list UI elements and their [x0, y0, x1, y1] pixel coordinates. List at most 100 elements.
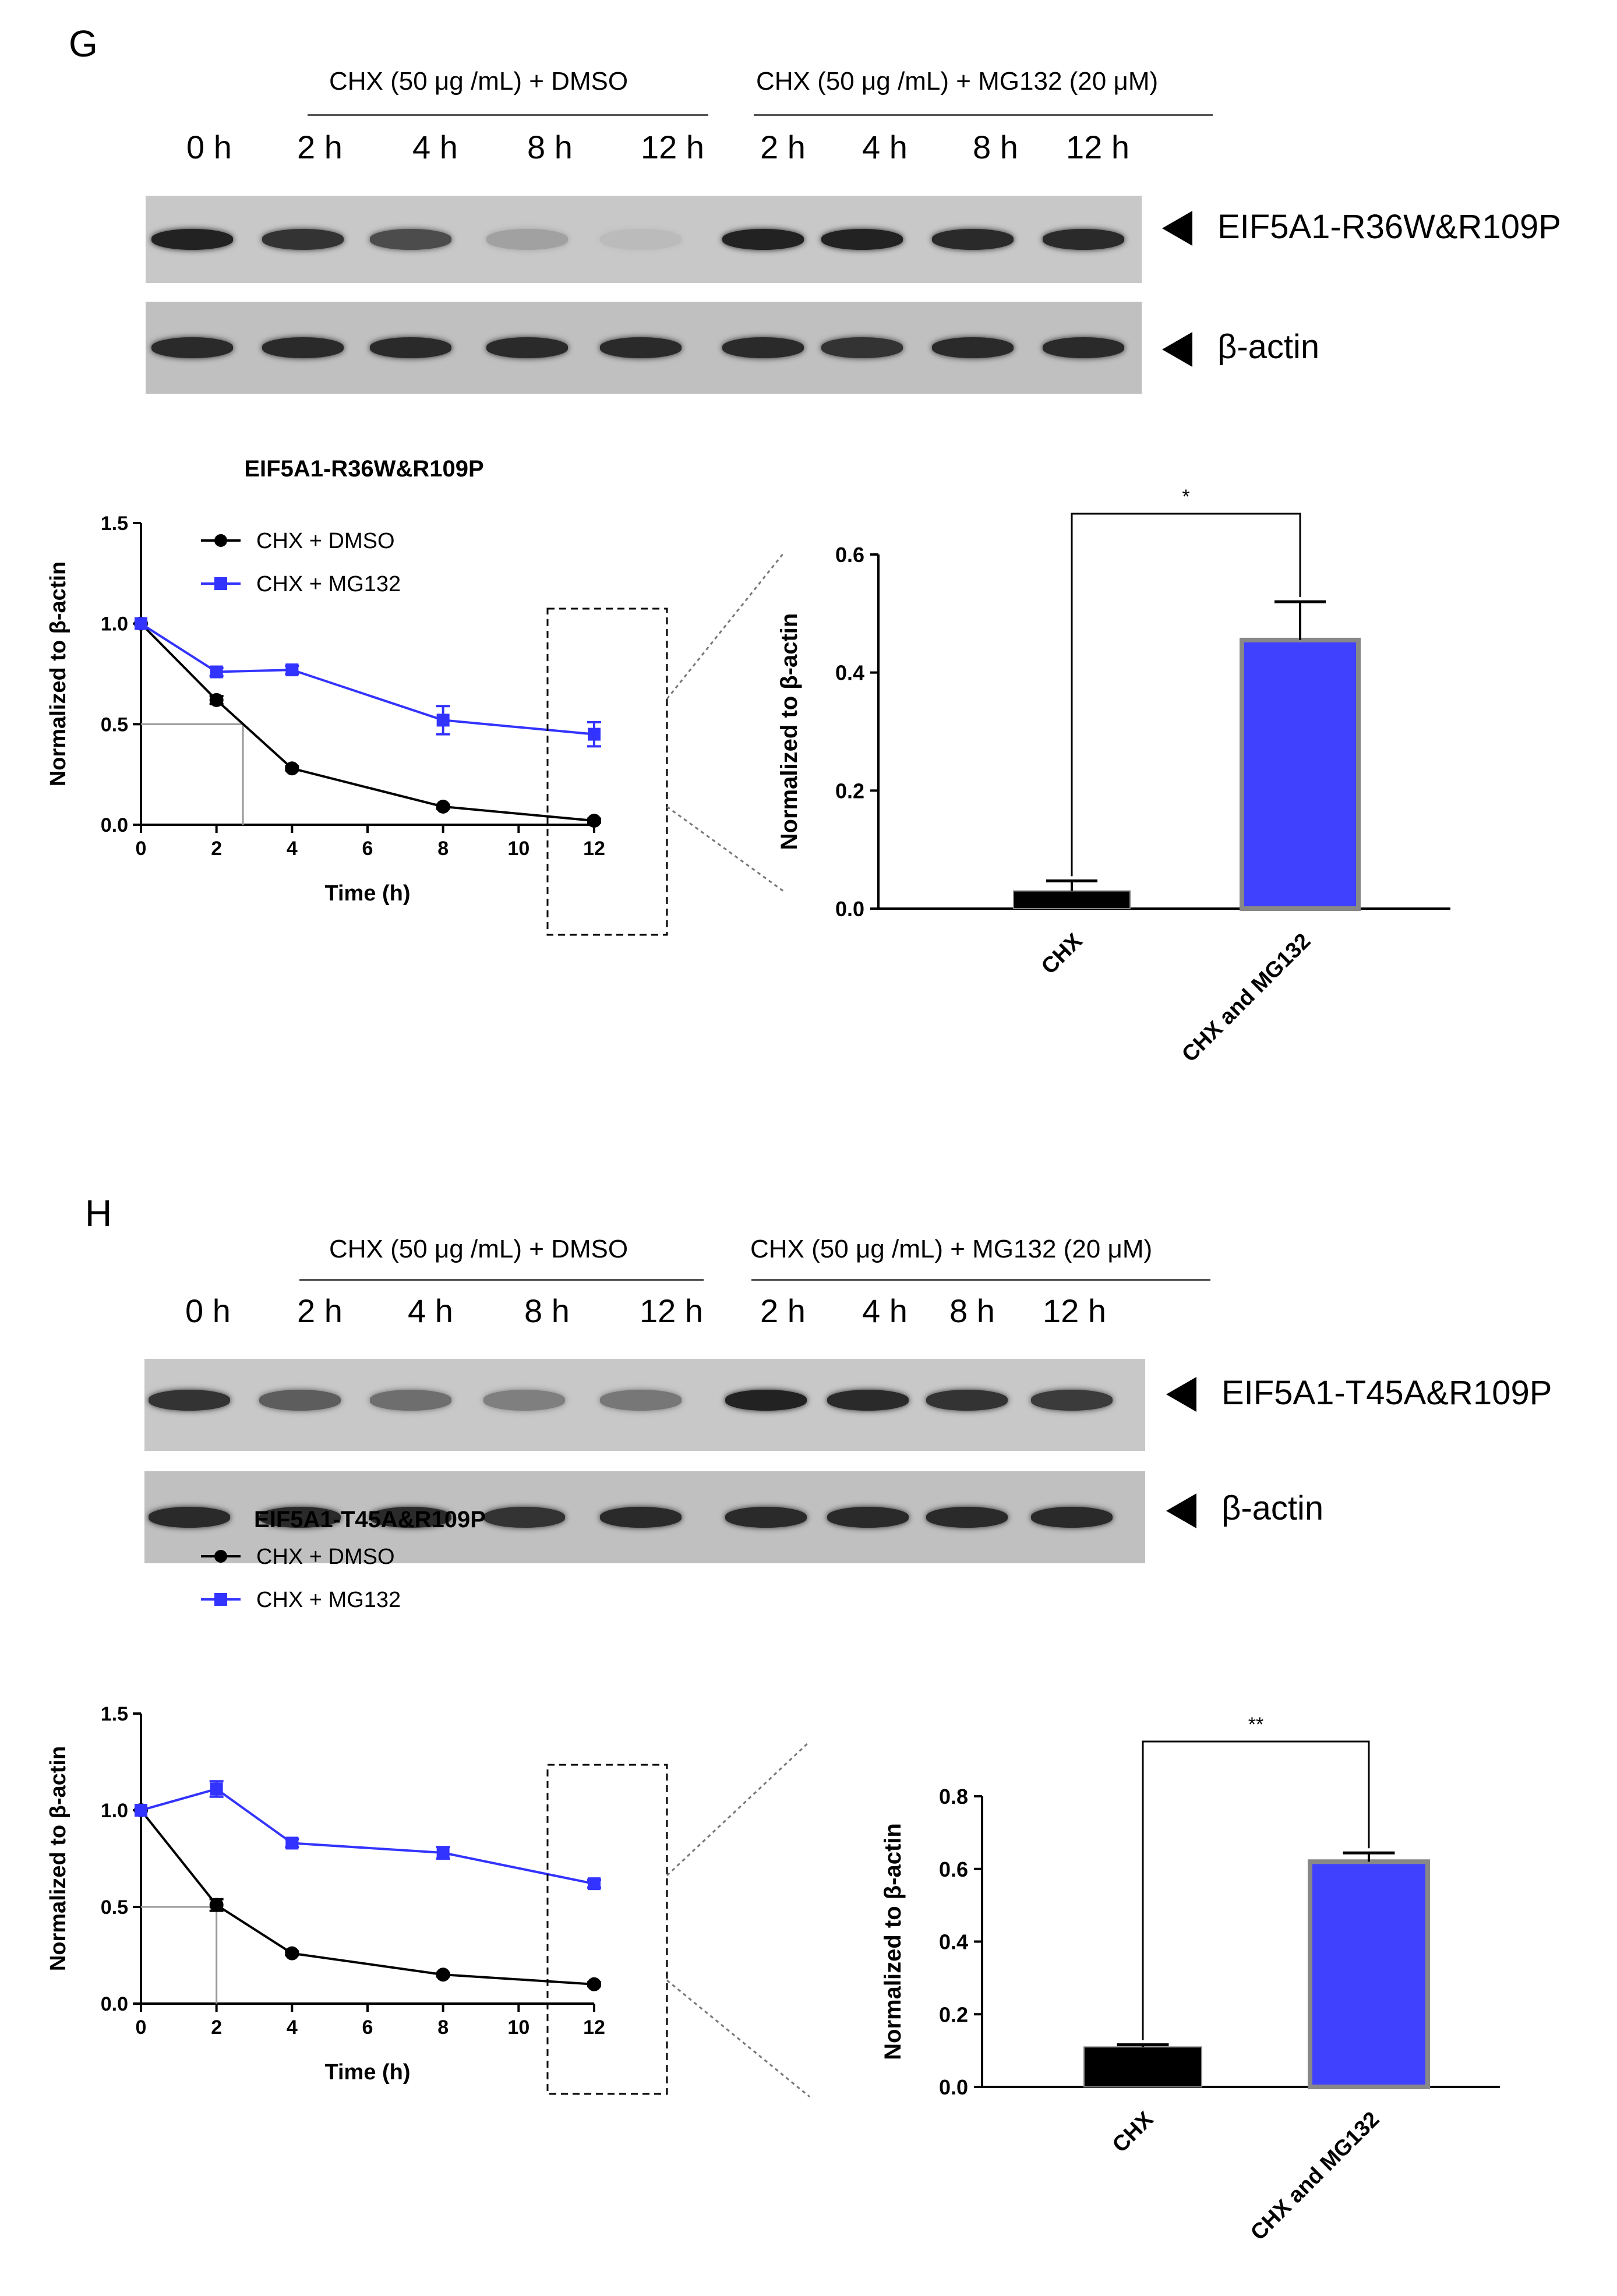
band-arrow-icon — [1166, 1493, 1196, 1528]
x-axis-label: Time (h) — [324, 2060, 410, 2085]
blot-band — [483, 1507, 565, 1528]
blot-band — [722, 229, 804, 250]
panel-letter: G — [69, 23, 98, 65]
timepoint-label: 4 h — [862, 1292, 908, 1329]
x-tick-label: 0 — [136, 838, 147, 860]
y-axis-label: Normalized to β-actin — [46, 561, 70, 786]
data-point — [436, 1968, 450, 1982]
timepoint-label: 8 h — [524, 1292, 570, 1329]
x-tick-label: 10 — [507, 838, 529, 860]
x-tick-label: 6 — [362, 838, 373, 860]
condition-underline — [299, 1279, 704, 1281]
x-tick-label: 4 — [287, 838, 298, 860]
blot-band — [932, 229, 1014, 250]
timepoint-label: 2 h — [297, 1292, 343, 1329]
data-point — [209, 693, 224, 707]
blot-band — [370, 229, 451, 250]
category-label: CHX — [1108, 2107, 1159, 2157]
data-point — [285, 1836, 299, 1850]
timepoint-label: 8 h — [949, 1292, 995, 1329]
blot-band — [151, 229, 233, 250]
western-blot-actin — [146, 302, 1142, 394]
y-axis-label: Normalized to β-actin — [46, 1746, 70, 1971]
timepoint-label: 12 h — [1043, 1292, 1106, 1329]
y-tick-label: 0.4 — [939, 1930, 968, 1954]
legend-marker — [214, 1593, 227, 1606]
data-point — [587, 1977, 601, 1991]
western-blot-target — [144, 1359, 1145, 1451]
data-point — [588, 727, 601, 741]
data-point — [285, 663, 299, 677]
condition-dmso-label: CHX (50 μg /mL) + DMSO — [329, 1235, 629, 1263]
zoom-connector — [666, 553, 785, 700]
significance-bracket — [1071, 513, 1301, 877]
data-point — [209, 1898, 224, 1912]
y-tick-label: 1.5 — [101, 1703, 128, 1725]
bar — [1083, 2046, 1202, 2087]
timepoint-label: 8 h — [973, 129, 1018, 165]
x-tick-label: 2 — [211, 838, 222, 860]
blot-band — [370, 337, 451, 358]
series-line — [140, 623, 595, 822]
zoom-box — [546, 607, 668, 936]
blot-band — [1031, 1507, 1113, 1528]
timepoint-label: 0 h — [185, 1292, 231, 1329]
blot-band — [370, 1507, 451, 1528]
series-line — [140, 1788, 595, 1885]
timepoint-label: 12 h — [1066, 129, 1129, 165]
timepoint-label: 12 h — [640, 1292, 703, 1329]
blot-band — [926, 1507, 1008, 1528]
timepoint-label: 0 h — [186, 129, 232, 165]
zoom-connector — [666, 806, 784, 892]
y-axis-label: Normalized to β-actin — [880, 1823, 906, 2060]
x-tick-label: 12 — [583, 838, 605, 860]
y-tick-label: 0.0 — [939, 2075, 968, 2099]
actin-label: β-actin — [1221, 1489, 1324, 1527]
blot-band — [932, 337, 1014, 358]
condition-underline — [751, 1279, 1210, 1281]
timepoint-label: 4 h — [412, 129, 458, 165]
y-tick-label: 0.2 — [835, 779, 864, 803]
x-tick-label: 12 — [583, 2016, 605, 2039]
blot-band — [725, 1507, 807, 1528]
x-tick-label: 2 — [211, 2016, 222, 2039]
data-point — [135, 617, 147, 630]
x-tick-label: 6 — [362, 2016, 373, 2039]
y-tick-label: 0.6 — [835, 543, 864, 567]
actin-label: β-actin — [1217, 328, 1320, 366]
x-tick-label: 10 — [507, 2016, 529, 2039]
timepoint-label: 12 h — [641, 129, 704, 165]
series-line — [140, 622, 595, 736]
data-point — [588, 1877, 601, 1891]
legend-label: CHX + DMSO — [256, 529, 395, 553]
blot-band — [722, 337, 804, 358]
legend-label: CHX + MG132 — [256, 572, 401, 596]
half-life-guide — [141, 1906, 218, 2004]
panel-letter: H — [85, 1192, 112, 1234]
half-life-guide — [141, 723, 244, 825]
y-tick-label: 1.0 — [101, 613, 128, 635]
blot-band — [483, 1390, 565, 1411]
band-arrow-icon — [1162, 332, 1192, 367]
condition-underline — [308, 114, 708, 116]
x-tick-label: 8 — [437, 2016, 449, 2039]
western-blot-actin — [144, 1471, 1145, 1563]
blot-band — [1031, 1390, 1113, 1411]
western-blot-target — [146, 196, 1142, 283]
blot-band — [821, 337, 903, 358]
y-tick-label: 0.2 — [939, 2002, 968, 2026]
chart-title: EIF5A1-T45A&R109P — [254, 1507, 486, 1532]
blot-band — [821, 229, 903, 250]
blot-band — [259, 1390, 341, 1411]
significance-marker: * — [1182, 486, 1189, 508]
blot-band — [827, 1507, 909, 1528]
zoom-connector — [666, 1740, 811, 1877]
data-point — [135, 1804, 147, 1817]
blot-band — [262, 337, 344, 358]
y-tick-label: 0.0 — [835, 897, 864, 921]
x-tick-label: 4 — [287, 2016, 298, 2039]
blot-band — [151, 337, 233, 358]
x-axis-label: Time (h) — [324, 881, 410, 906]
y-tick-label: 0.0 — [101, 814, 128, 836]
